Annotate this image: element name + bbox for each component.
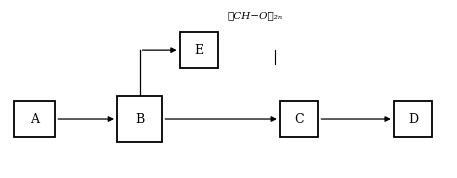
Text: B: B [135, 112, 144, 125]
Bar [393, 101, 432, 137]
Bar [180, 32, 218, 68]
Text: D: D [408, 112, 418, 125]
Text: A: A [30, 112, 39, 125]
Text: 【CH−O】₂ₙ: 【CH−O】₂ₙ [228, 11, 282, 20]
Bar [14, 101, 55, 137]
Text: C: C [294, 112, 304, 125]
Text: E: E [194, 44, 203, 57]
Bar [280, 101, 319, 137]
Bar [117, 96, 162, 142]
